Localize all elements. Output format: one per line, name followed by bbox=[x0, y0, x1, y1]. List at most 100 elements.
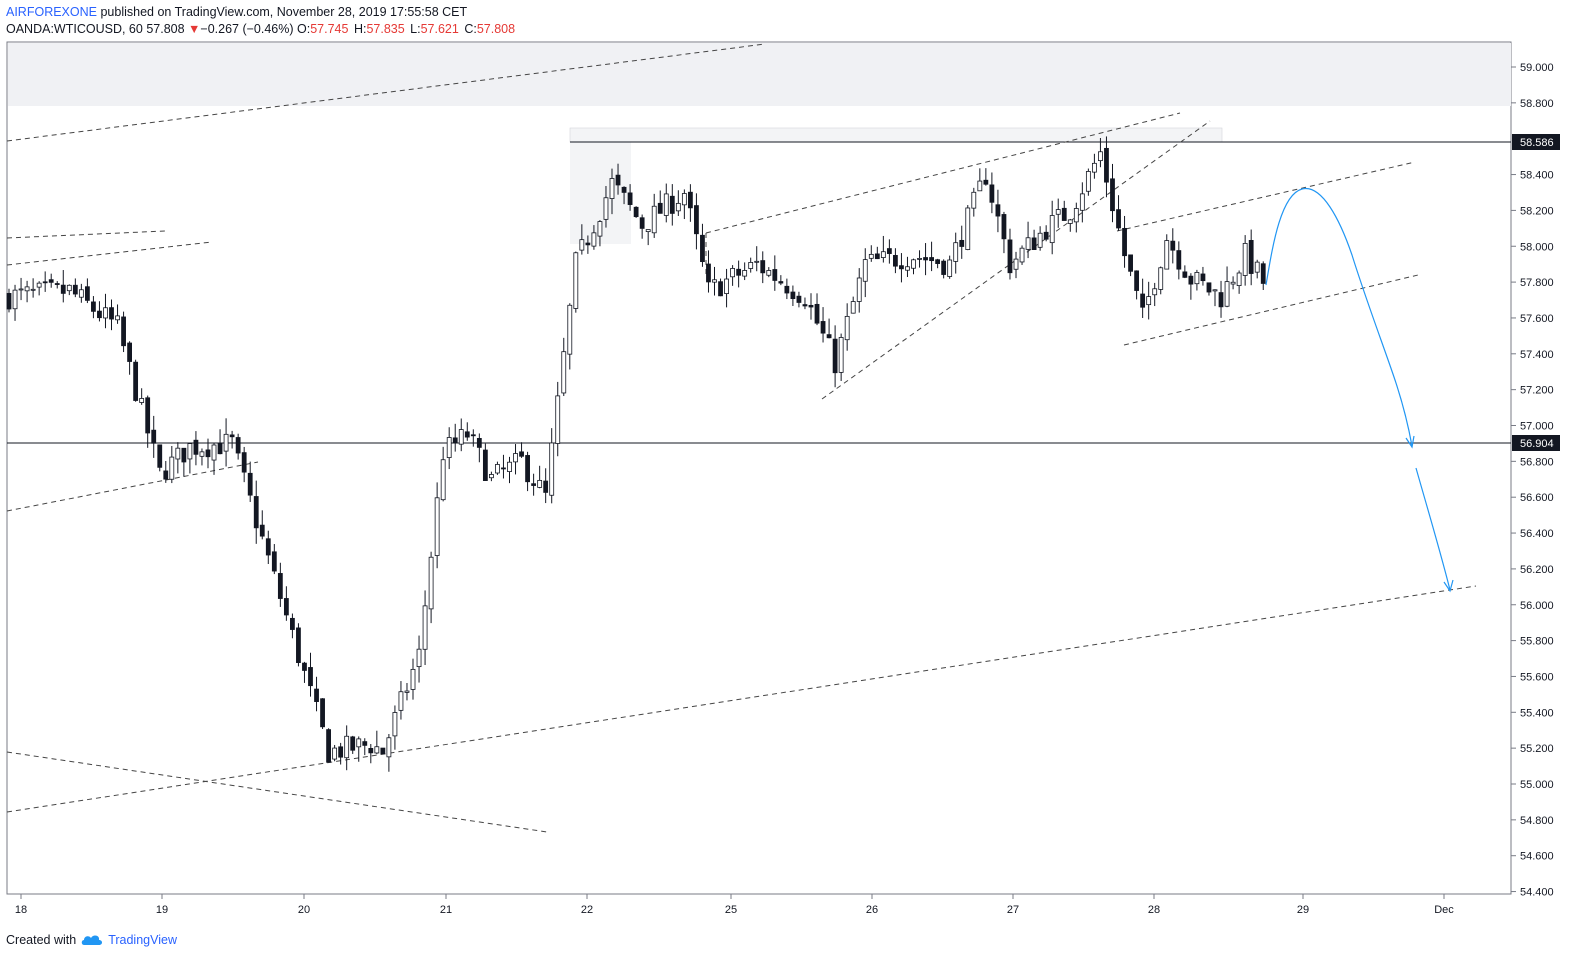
candle-up bbox=[440, 459, 446, 501]
trend-line-flag-lower bbox=[6, 241, 213, 266]
candle-down bbox=[633, 206, 639, 218]
candle-up bbox=[103, 307, 108, 319]
candle-up bbox=[1073, 208, 1079, 223]
candle-down bbox=[1188, 275, 1194, 285]
candle-down bbox=[700, 234, 705, 263]
time-tick-label: 25 bbox=[725, 904, 737, 916]
candle-down bbox=[1260, 263, 1266, 284]
time-tick-label: 27 bbox=[1007, 904, 1019, 916]
open-value: 57.745 bbox=[310, 22, 349, 36]
candle-down bbox=[205, 449, 211, 458]
chart-publish-line: AIRFOREXONE published on TradingView.com… bbox=[6, 5, 467, 19]
price-tick-label: 58.400 bbox=[1520, 170, 1554, 182]
candle-down bbox=[121, 316, 126, 347]
time-tick-label: 29 bbox=[1297, 904, 1309, 916]
candle-down bbox=[983, 179, 989, 185]
candle-down bbox=[84, 286, 90, 301]
resistance-zone bbox=[8, 43, 1511, 106]
price-tick-label: 56.400 bbox=[1520, 528, 1554, 540]
candle-down bbox=[72, 284, 78, 295]
candle-up bbox=[947, 259, 953, 277]
candle-up bbox=[1224, 281, 1230, 307]
candle-down bbox=[91, 301, 96, 312]
candle-down bbox=[350, 736, 356, 751]
candle-up bbox=[410, 668, 416, 690]
high-consolidation-box bbox=[569, 127, 1223, 143]
candle-down bbox=[127, 342, 132, 362]
candle-down bbox=[452, 437, 458, 443]
candle-down bbox=[296, 627, 301, 663]
candle-up bbox=[868, 253, 874, 259]
chart-pane-border bbox=[6, 41, 1512, 895]
price-tick-label: 57.000 bbox=[1520, 421, 1554, 433]
candle-down bbox=[1176, 250, 1182, 270]
candle-down bbox=[525, 455, 530, 483]
candle-down bbox=[48, 279, 54, 283]
low-value: 57.621 bbox=[420, 22, 459, 36]
candle-up bbox=[115, 315, 120, 321]
candle-down bbox=[959, 239, 965, 247]
candle-down bbox=[627, 192, 633, 205]
channel-upper-line bbox=[1116, 161, 1416, 232]
candle-up bbox=[458, 429, 464, 445]
candle-down bbox=[519, 451, 524, 457]
candle-up bbox=[356, 738, 362, 748]
candle-up bbox=[1194, 272, 1200, 285]
time-tick-label: 26 bbox=[866, 904, 878, 916]
trend-line-flag-upper bbox=[6, 230, 166, 239]
candle-down bbox=[133, 361, 139, 401]
candle-down bbox=[718, 281, 723, 297]
candle-down bbox=[941, 260, 947, 275]
candle-down bbox=[1170, 240, 1176, 251]
candle-up bbox=[446, 437, 452, 458]
time-axis[interactable]: 18 19 20 21 22 25 26 27 28 29 Dec bbox=[15, 894, 1454, 916]
candle-up bbox=[1067, 219, 1073, 224]
candle-down bbox=[362, 741, 368, 746]
candle-down bbox=[109, 307, 114, 320]
candle-up bbox=[422, 605, 428, 650]
projection-arrowhead-2 bbox=[1443, 579, 1454, 593]
candle-up bbox=[742, 270, 748, 277]
price-tick-label: 57.800 bbox=[1520, 277, 1554, 289]
candle-down bbox=[585, 242, 591, 246]
candle-down bbox=[271, 551, 277, 572]
candle-up bbox=[78, 289, 84, 298]
candle-up bbox=[579, 239, 585, 251]
candle-down bbox=[265, 538, 271, 556]
candle-down bbox=[899, 265, 904, 270]
candle-up bbox=[386, 737, 392, 758]
candle-down bbox=[290, 617, 295, 630]
candle-down bbox=[760, 260, 766, 274]
published-text: published on TradingView.com, November 2… bbox=[100, 5, 468, 19]
candle-down bbox=[1218, 292, 1224, 308]
candle-up bbox=[175, 447, 181, 460]
candle-up bbox=[965, 207, 971, 250]
candle-down bbox=[808, 304, 814, 308]
price-axis[interactable]: 59.000 58.800 58.400 58.200 58.000 57.800 57.6… bbox=[1511, 62, 1554, 899]
price-tick-label: 55.200 bbox=[1520, 743, 1554, 755]
candle-down bbox=[308, 667, 313, 687]
candle-down bbox=[706, 263, 711, 283]
candle-up bbox=[1019, 247, 1025, 263]
price-tick-label: 56.600 bbox=[1520, 492, 1554, 504]
author-link[interactable]: AIRFOREXONE bbox=[6, 5, 97, 19]
candle-down bbox=[615, 174, 621, 186]
candle-down bbox=[247, 472, 253, 496]
candle-up bbox=[712, 279, 717, 283]
candle-up bbox=[561, 351, 567, 394]
candle-down bbox=[151, 429, 157, 444]
candle-up bbox=[1085, 171, 1091, 192]
candle-down bbox=[802, 304, 808, 307]
change-value: −0.267 (−0.46%) bbox=[200, 22, 294, 36]
tradingview-brand[interactable]: TradingView bbox=[108, 933, 177, 947]
candle-up bbox=[1079, 193, 1085, 211]
candle-up bbox=[850, 301, 856, 314]
candle-down bbox=[796, 295, 802, 303]
candle-down bbox=[790, 291, 796, 300]
close-value: 57.808 bbox=[476, 22, 516, 36]
price-tick-label: 55.400 bbox=[1520, 707, 1554, 719]
candle-up bbox=[187, 443, 193, 460]
candle-up bbox=[12, 289, 18, 310]
candle-up bbox=[392, 712, 398, 737]
